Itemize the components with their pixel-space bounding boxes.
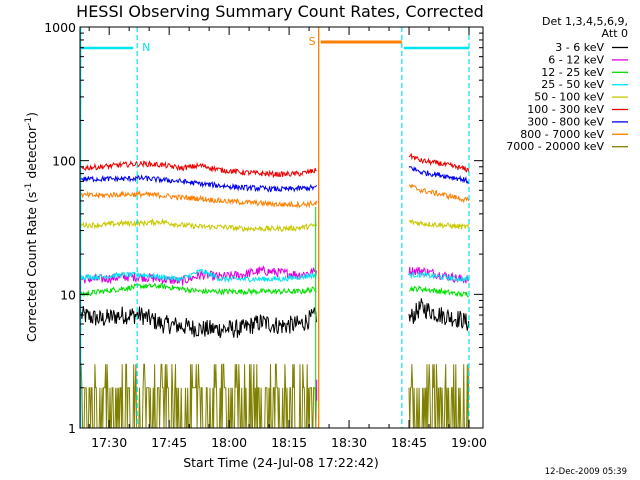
series-line-7-seg0 — [80, 190, 317, 209]
x-tick-label-6: 19:00 — [451, 435, 487, 450]
series-line-5-seg1 — [408, 153, 470, 173]
series-line-2-seg0 — [80, 282, 317, 298]
series-line-3-seg1 — [408, 270, 470, 283]
x-tick-label-4: 18:30 — [331, 435, 367, 450]
series-line-8-seg0 — [80, 363, 317, 429]
series-line-4-seg0 — [80, 217, 317, 233]
saa-marker-label: S — [309, 35, 316, 48]
legend-header-line-2: Att 0 — [602, 27, 628, 40]
footer-date: 12-Dec-2009 05:39 — [545, 467, 627, 477]
x-tick-label-3: 18:15 — [271, 435, 307, 450]
legend-label-7: 800 - 7000 keV — [520, 128, 604, 141]
legend-label-5: 100 - 300 keV — [527, 103, 604, 116]
legend-label-3: 25 - 50 keV — [541, 78, 604, 91]
axes: 17:30 17:45 18:00 18:15 18:30 18:45 19:00 1 10 10… — [44, 20, 487, 450]
plot-frame — [79, 26, 484, 429]
y-tick-label-0: 1 — [68, 421, 76, 436]
y-tick-label-1: 10 — [60, 287, 76, 302]
legend-label-4: 50 - 100 keV — [534, 91, 604, 104]
series-line-6-seg1 — [408, 165, 470, 185]
night-marker-label: N — [142, 41, 150, 54]
x-tick-label-5: 18:45 — [391, 435, 427, 450]
legend-header-line-1: Det 1,3,4,5,6,9, — [542, 15, 628, 28]
series-line-3-seg0 — [80, 268, 317, 284]
series-line-0-seg0 — [80, 306, 317, 338]
legend-label-1: 6 - 12 keV — [548, 53, 604, 66]
series-line-4-seg1 — [408, 219, 470, 230]
series-line-2-seg1 — [408, 284, 469, 298]
y-tick-label-2: 100 — [52, 154, 76, 169]
series-line-1-seg0 — [80, 265, 317, 286]
y-axis-label: Corrected Count Rate (s-1 detector-1) — [24, 112, 39, 342]
legend-label-6: 300 - 800 keV — [527, 115, 604, 128]
series-line-1-seg1 — [408, 266, 470, 284]
series-line-6-seg0 — [80, 173, 317, 193]
y-tick-label-3: 1000 — [44, 20, 76, 35]
series-line-8-seg1 — [408, 364, 470, 429]
x-tick-label-2: 18:00 — [211, 435, 247, 450]
x-axis-label: Start Time (24-Jul-08 17:22:42) — [183, 455, 379, 470]
series-line-0-seg1 — [408, 298, 470, 331]
chart-title: HESSI Observing Summary Count Rates, Cor… — [76, 2, 484, 21]
series-line-7-seg1 — [408, 183, 470, 204]
legend-label-0: 3 - 6 keV — [555, 41, 604, 54]
x-tick-label-1: 17:45 — [151, 435, 187, 450]
x-tick-label-0: 17:30 — [91, 435, 127, 450]
legend-label-2: 12 - 25 keV — [541, 66, 604, 79]
series-line-5-seg0 — [80, 160, 317, 179]
legend-label-8: 7000 - 20000 keV — [506, 140, 604, 153]
